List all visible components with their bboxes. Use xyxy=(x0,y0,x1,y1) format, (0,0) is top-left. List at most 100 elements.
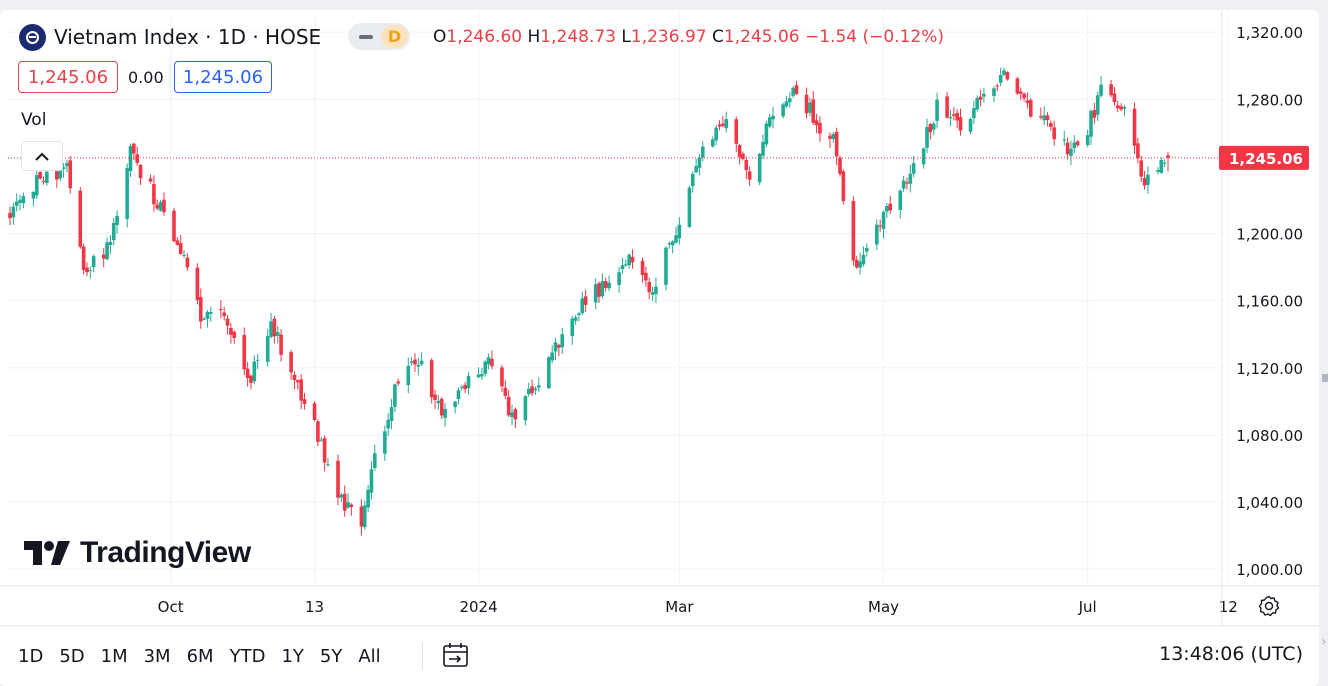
candle-body xyxy=(339,494,344,498)
range-ytd[interactable]: YTD xyxy=(229,645,266,667)
candle-body xyxy=(1049,123,1053,127)
candle-body xyxy=(483,361,488,374)
candle-body xyxy=(791,87,795,96)
candle-body xyxy=(533,388,538,391)
buy-price-button[interactable]: 1,245.06 xyxy=(174,61,272,93)
candle-body xyxy=(597,283,601,297)
candle-body xyxy=(433,394,437,401)
candle-body xyxy=(911,163,916,174)
candle-body xyxy=(583,296,588,305)
candle-body xyxy=(198,296,203,322)
candle-body xyxy=(409,361,414,363)
volume-indicator-label[interactable]: Vol xyxy=(21,110,47,130)
candle-body xyxy=(503,387,508,396)
side-panel-handle[interactable] xyxy=(1322,374,1328,382)
candle-body xyxy=(560,334,565,348)
range-3m[interactable]: 3M xyxy=(143,645,171,667)
candle-body xyxy=(714,127,718,141)
y-tick-label: 1,280.00 xyxy=(1236,91,1303,109)
candle-body xyxy=(349,504,354,508)
range-1d[interactable]: 1D xyxy=(18,645,44,667)
candle-body xyxy=(460,386,464,388)
candle-body xyxy=(486,357,491,365)
candle-body xyxy=(1039,116,1043,118)
candle-body xyxy=(108,241,113,245)
candle-body xyxy=(898,190,903,210)
scroll-right-arrow-icon[interactable]: › xyxy=(1321,634,1327,650)
candle-body xyxy=(734,119,739,144)
candle-body xyxy=(78,190,83,247)
symbol-logo-icon[interactable] xyxy=(19,24,46,51)
candle-body xyxy=(1075,141,1080,146)
candle-body xyxy=(232,331,237,339)
candle-body xyxy=(138,165,143,179)
candle-body xyxy=(1085,135,1090,146)
candle-body xyxy=(781,104,785,117)
last-price-badge xyxy=(1219,145,1309,170)
sell-price-button[interactable]: 1,245.06 xyxy=(18,61,118,93)
candle-body xyxy=(466,376,471,389)
range-1m[interactable]: 1M xyxy=(100,645,128,667)
candle-body xyxy=(45,171,49,184)
candles xyxy=(8,67,1222,536)
change-value: −1.54 (−0.12%) xyxy=(804,27,944,47)
candle-body xyxy=(195,267,200,301)
y-tick-label: 1,080.00 xyxy=(1236,427,1303,445)
utc-clock[interactable]: 13:48:06 (UTC) xyxy=(1159,643,1303,665)
candle-body xyxy=(362,505,367,528)
go-to-date-button[interactable] xyxy=(440,638,472,672)
candle-body xyxy=(794,85,799,95)
candle-body xyxy=(664,247,668,285)
candle-body xyxy=(854,259,859,268)
range-5y[interactable]: 5Y xyxy=(319,645,343,667)
candle-body xyxy=(152,183,156,205)
candle-body xyxy=(838,157,842,174)
last-price-label: 1,245.06 xyxy=(1229,150,1303,168)
range-all[interactable]: All xyxy=(358,645,381,667)
candle-body xyxy=(38,172,42,179)
candle-body xyxy=(650,292,655,295)
candle-body xyxy=(506,396,511,416)
candle-body xyxy=(627,254,631,266)
range-6m[interactable]: 6M xyxy=(186,645,214,667)
candle-body xyxy=(292,374,297,381)
range-1y[interactable]: 1Y xyxy=(281,645,304,667)
candle-body xyxy=(955,112,959,121)
x-tick-label: Mar xyxy=(665,598,694,616)
collapse-indicators-button[interactable] xyxy=(21,141,63,171)
candle-body xyxy=(620,265,625,270)
collapse-chevron-icon xyxy=(35,152,49,161)
candle-body xyxy=(958,117,963,131)
symbol-title[interactable]: Vietnam Index · 1D · HOSE xyxy=(54,25,322,49)
y-tick-label: 1,000.00 xyxy=(1236,561,1303,579)
candle-body xyxy=(711,139,715,147)
candle-body xyxy=(439,398,444,416)
candle-body xyxy=(1025,100,1030,104)
candle-body xyxy=(690,173,695,187)
candle-body xyxy=(242,335,247,370)
candle-body xyxy=(630,256,635,263)
candle-body xyxy=(921,148,926,165)
x-tick-label: Jul xyxy=(1078,598,1097,616)
spread-value: 0.00 xyxy=(128,67,164,87)
candle-body xyxy=(580,298,585,314)
candle-body xyxy=(81,246,86,271)
ohlc-readout: O 1,246.60 H 1,248.73 L 1,236.97 C 1,245.06 … xyxy=(433,24,944,50)
candle-body xyxy=(453,401,457,408)
range-5d[interactable]: 5D xyxy=(59,645,85,667)
candle-body xyxy=(811,99,816,123)
candle-body xyxy=(1095,95,1100,115)
candle-body xyxy=(677,224,682,239)
settings-gear-icon[interactable] xyxy=(1257,594,1281,618)
candle-body xyxy=(1062,139,1067,141)
candle-body xyxy=(935,99,939,121)
candle-body xyxy=(21,196,26,204)
candle-body xyxy=(1119,106,1123,110)
candle-body xyxy=(624,264,628,266)
toolbar-separator xyxy=(422,642,423,670)
candle-body xyxy=(757,153,762,183)
candle-body xyxy=(784,101,789,107)
mode-toggle[interactable]: D xyxy=(348,23,410,50)
candle-body xyxy=(557,344,561,348)
